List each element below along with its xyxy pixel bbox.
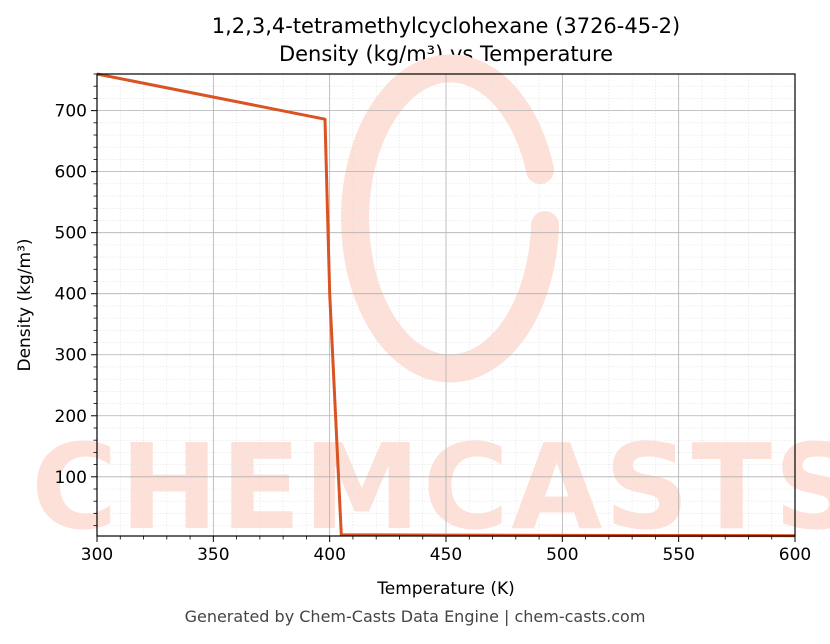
chart-title: 1,2,3,4-tetramethylcyclohexane (3726-45-… [212,14,680,38]
x-tick-label: 400 [313,545,345,565]
x-tick-label: 350 [197,545,229,565]
footer-credit: Generated by Chem-Casts Data Engine | ch… [184,607,646,626]
y-tick-label: 700 [55,102,87,122]
x-tick-label: 600 [779,545,811,565]
y-tick-label: 500 [55,224,87,244]
x-tick-label: 550 [662,545,694,565]
y-axis-label: Density (kg/m³) [15,238,35,371]
y-tick-label: 300 [55,346,87,366]
x-tick-label: 450 [430,545,462,565]
watermark-text: CHEMCASTS [31,418,830,556]
y-tick-label: 100 [55,468,87,488]
x-tick-label: 300 [81,545,113,565]
axis-ticks: 300 350 400 450 500 550 600 100 200 300 400 500 600 7… [55,73,811,565]
watermark-logo: CHEMCASTS [31,54,830,556]
y-tick-label: 200 [55,407,87,427]
x-axis-label: Temperature (K) [376,579,515,599]
y-tick-label: 600 [55,163,87,183]
y-tick-label: 400 [55,285,87,305]
x-tick-label: 500 [546,545,578,565]
